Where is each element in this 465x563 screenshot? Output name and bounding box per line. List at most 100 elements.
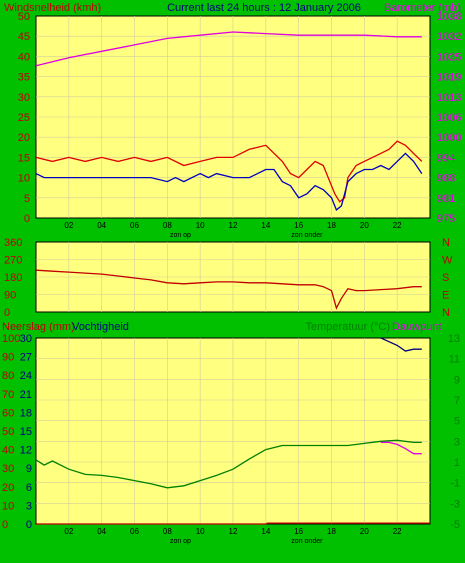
rain-tick-label: 100 bbox=[2, 333, 20, 345]
wind-tick-label: 10 bbox=[18, 173, 30, 185]
x-tick-label: 02 bbox=[64, 527, 73, 536]
barometer-tick-label: 1032 bbox=[437, 31, 461, 43]
x-tick-label: 12 bbox=[229, 221, 238, 230]
x-tick-label: 22 bbox=[393, 221, 402, 230]
rain-tick-label: 90 bbox=[2, 352, 14, 364]
humidity-tick-label: 24 bbox=[20, 370, 32, 382]
barometer-tick-label: 1013 bbox=[437, 92, 461, 104]
barometer-tick-label: 1025 bbox=[437, 51, 461, 63]
barometer-tick-label: 1006 bbox=[437, 112, 461, 124]
wind-tick-label: 0 bbox=[24, 213, 30, 225]
rain-tick-label: 70 bbox=[2, 389, 14, 401]
humidity-tick-label: 18 bbox=[20, 407, 32, 419]
temperature-tick-label: 11 bbox=[449, 354, 460, 366]
wind-tick-label: 45 bbox=[18, 31, 30, 43]
barometer-tick-label: 994 bbox=[437, 152, 455, 164]
humidity-tick-label: 15 bbox=[20, 426, 32, 438]
direction-tick-label: 90 bbox=[4, 290, 16, 302]
sunset-label: zon onder bbox=[291, 538, 323, 545]
x-tick-label: 18 bbox=[327, 527, 336, 536]
x-tick-label: 14 bbox=[261, 221, 270, 230]
barometer-tick-label: 1000 bbox=[437, 132, 461, 144]
humidity-tick-label: 0 bbox=[26, 519, 32, 531]
humidity-axis-title: Vochtigheid bbox=[72, 321, 129, 333]
humidity-tick-label: 12 bbox=[20, 445, 32, 457]
x-tick-label: 06 bbox=[130, 527, 139, 536]
humidity-tick-label: 30 bbox=[20, 333, 32, 345]
dewpoint-line bbox=[380, 441, 422, 455]
sunset-label: zon onder bbox=[291, 232, 323, 239]
temperature-tick-label: 3 bbox=[454, 436, 460, 448]
wind-gust-line bbox=[35, 140, 423, 203]
rain-tick-label: 0 bbox=[2, 519, 8, 531]
wind-tick-label: 5 bbox=[24, 193, 30, 205]
x-tick-label: 12 bbox=[229, 527, 238, 536]
humidity-tick-label: 9 bbox=[26, 463, 32, 475]
barometer-tick-label: 988 bbox=[437, 173, 455, 185]
wind-tick-label: 15 bbox=[18, 152, 30, 164]
x-tick-label: 22 bbox=[393, 527, 402, 536]
temperature-tick-label: 1 bbox=[454, 457, 460, 469]
wind-barometer-panel: 0510152025303540455097598198899410001006… bbox=[18, 11, 462, 239]
humidity-tick-label: 21 bbox=[20, 389, 32, 401]
x-tick-label: 06 bbox=[130, 221, 139, 230]
wind-tick-label: 50 bbox=[18, 11, 30, 23]
barometer-tick-label: 981 bbox=[437, 193, 455, 205]
x-tick-label: 18 bbox=[327, 221, 336, 230]
humidity-tick-label: 3 bbox=[26, 500, 32, 512]
rain-tick-label: 20 bbox=[2, 482, 14, 494]
wind-speed-line bbox=[35, 152, 423, 211]
x-tick-label: 10 bbox=[196, 527, 205, 536]
temperature-axis-title: Temperatuur (°C) bbox=[306, 321, 390, 333]
temperature-tick-label: 5 bbox=[454, 416, 460, 428]
sunrise-label: zon op bbox=[170, 232, 191, 239]
x-tick-label: 14 bbox=[261, 527, 270, 536]
humidity-line bbox=[380, 337, 422, 352]
dewpoint-axis-title: Dauwpunt bbox=[392, 321, 442, 333]
x-tick-label: 10 bbox=[196, 221, 205, 230]
rain-tick-label: 40 bbox=[2, 445, 14, 457]
barometer-axis-title: Barometer (mb) bbox=[384, 2, 461, 14]
rain-tick-label: 50 bbox=[2, 426, 14, 438]
barometer-line bbox=[35, 31, 422, 67]
humidity-tick-label: 6 bbox=[26, 482, 32, 494]
x-tick-label: 16 bbox=[294, 527, 303, 536]
temperature-tick-label: 13 bbox=[448, 333, 460, 345]
wind-tick-label: 40 bbox=[18, 51, 30, 63]
humidity-tick-label: 27 bbox=[20, 352, 32, 364]
x-tick-label: 20 bbox=[360, 221, 369, 230]
wind-tick-label: 35 bbox=[18, 72, 30, 84]
compass-letter: S bbox=[442, 272, 449, 284]
direction-tick-label: 0 bbox=[4, 307, 10, 319]
direction-tick-label: 180 bbox=[4, 272, 22, 284]
barometer-tick-label: 975 bbox=[437, 213, 455, 225]
rain-tick-label: 60 bbox=[2, 407, 14, 419]
compass-letter: N bbox=[442, 237, 450, 249]
temperature-tick-label: 7 bbox=[454, 395, 460, 407]
temperature-tick-label: -5 bbox=[450, 519, 460, 531]
x-tick-label: 04 bbox=[97, 527, 106, 536]
wind-tick-label: 30 bbox=[18, 92, 30, 104]
temperature-tick-label: -3 bbox=[450, 498, 460, 510]
wind-tick-label: 20 bbox=[18, 132, 30, 144]
x-tick-label: 04 bbox=[97, 221, 106, 230]
temperature-tick-label: -1 bbox=[450, 478, 460, 490]
wind-tick-label: 25 bbox=[18, 112, 30, 124]
wind-axis-title: Windsnelheid (kmh) bbox=[4, 2, 101, 14]
compass-letter: W bbox=[442, 255, 453, 267]
x-tick-label: 02 bbox=[64, 221, 73, 230]
x-tick-label: 08 bbox=[163, 221, 172, 230]
x-tick-label: 08 bbox=[163, 527, 172, 536]
sunrise-label: zon op bbox=[170, 538, 191, 545]
rain-tick-label: 80 bbox=[2, 370, 14, 382]
compass-letter: N bbox=[442, 307, 450, 319]
temperature-tick-label: 9 bbox=[454, 374, 460, 386]
x-tick-label: 20 bbox=[360, 527, 369, 536]
rain-line bbox=[36, 522, 430, 525]
direction-tick-label: 270 bbox=[4, 255, 22, 267]
barometer-tick-label: 1038 bbox=[437, 11, 461, 23]
direction-tick-label: 360 bbox=[4, 237, 22, 249]
rain-tick-label: 10 bbox=[2, 500, 14, 512]
